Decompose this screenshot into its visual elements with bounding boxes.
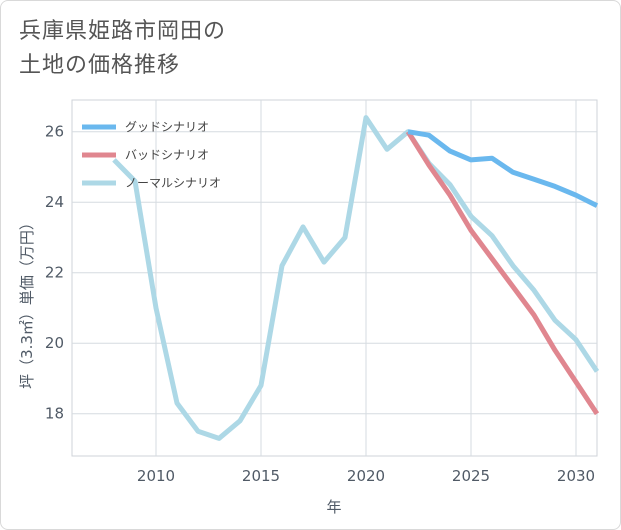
legend-label: バッドシナリオ <box>125 148 209 162</box>
legend-label: グッドシナリオ <box>125 120 209 134</box>
x-tick-label: 2010 <box>137 467 175 485</box>
y-axis-label: 坪（3.3㎡）単価（万円） <box>18 215 36 389</box>
y-tick-label: 22 <box>45 264 64 282</box>
x-tick-label: 2015 <box>242 467 280 485</box>
grid-lines <box>72 100 597 456</box>
chart-title-line-2: 土地の価格推移 <box>19 53 181 78</box>
y-tick-label: 18 <box>45 405 64 423</box>
x-tick-label: 2030 <box>557 467 595 485</box>
y-tick-label: 20 <box>45 334 64 352</box>
x-tick-label: 2025 <box>452 467 490 485</box>
y-tick-label: 24 <box>45 193 64 211</box>
series-layer <box>112 115 600 441</box>
chart-title: 兵庫県姫路市岡田の 土地の価格推移 <box>19 15 319 83</box>
series-line-0 <box>407 129 599 208</box>
y-tick-label: 26 <box>45 123 64 141</box>
series-line-1 <box>405 130 600 416</box>
x-axis-label: 年 <box>326 498 341 516</box>
legend-label: ノーマルシナリオ <box>125 176 221 190</box>
x-tick-label: 2020 <box>347 467 385 485</box>
series-line-2 <box>112 115 600 441</box>
chart-title-line-1: 兵庫県姫路市岡田の <box>19 19 227 44</box>
tick-labels: 2010 2015 2020 2025 2030 18 20 22 24 26 <box>45 123 595 485</box>
